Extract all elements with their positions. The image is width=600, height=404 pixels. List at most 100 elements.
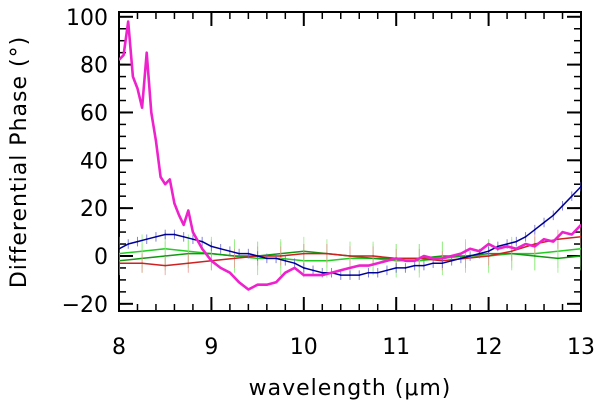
point-red xyxy=(233,257,236,260)
point-magenta xyxy=(127,20,130,23)
point-red xyxy=(303,252,305,255)
point-blue xyxy=(284,259,287,262)
point-magenta xyxy=(404,259,407,262)
point-blue xyxy=(339,274,342,276)
point-blue xyxy=(450,259,453,262)
point-magenta xyxy=(266,283,268,286)
point-blue xyxy=(349,274,351,276)
point-magenta xyxy=(413,259,416,262)
point-magenta xyxy=(159,176,162,178)
point-magenta xyxy=(330,271,333,274)
point-magenta xyxy=(182,224,185,226)
point-blue xyxy=(229,250,231,252)
point-magenta xyxy=(238,281,240,284)
point-red xyxy=(510,250,513,252)
point-blue xyxy=(460,257,462,260)
point-magenta xyxy=(293,267,296,269)
point-magenta xyxy=(136,87,139,90)
point-magenta xyxy=(187,209,190,212)
x-tick-label: 13 xyxy=(567,335,595,360)
point-blue xyxy=(534,228,536,231)
point-blue xyxy=(432,262,434,264)
point-magenta xyxy=(478,250,481,252)
point-magenta xyxy=(155,140,157,142)
y-tick-label: 0 xyxy=(94,245,108,270)
point-blue xyxy=(386,269,388,272)
point-magenta xyxy=(376,262,379,264)
point-blue xyxy=(219,248,222,250)
point-blue xyxy=(303,267,305,269)
point-magenta xyxy=(423,255,425,257)
point-magenta xyxy=(169,178,171,181)
point-blue xyxy=(561,204,564,207)
point-magenta xyxy=(321,274,324,276)
x-tick-label: 8 xyxy=(112,335,126,360)
point-blue xyxy=(376,271,379,274)
point-blue xyxy=(478,252,481,255)
point-magenta xyxy=(119,59,120,61)
axis-tick-labels: 8 9 10 11 12 13 −20 0 20 40 60 80 100 xyxy=(62,6,595,360)
point-blue xyxy=(469,255,471,257)
point-green-2 xyxy=(557,257,559,260)
point-blue xyxy=(367,271,370,274)
point-blue xyxy=(358,274,361,276)
y-tick-label: 100 xyxy=(66,6,108,31)
point-blue xyxy=(145,238,148,241)
point-magenta xyxy=(460,252,462,255)
point-magenta xyxy=(192,231,194,233)
point-blue xyxy=(238,252,240,255)
point-red xyxy=(164,264,166,267)
point-magenta xyxy=(178,214,180,217)
point-blue xyxy=(524,236,527,238)
point-magenta xyxy=(122,54,125,56)
point-red xyxy=(349,255,351,257)
point-blue xyxy=(201,240,203,243)
point-blue xyxy=(192,238,194,241)
point-magenta xyxy=(386,259,388,262)
point-red xyxy=(534,243,536,245)
point-magenta xyxy=(339,269,342,272)
point-blue xyxy=(395,267,398,269)
y-tick-label: 60 xyxy=(80,101,108,126)
point-magenta xyxy=(561,231,564,233)
point-magenta xyxy=(543,238,545,241)
point-blue xyxy=(247,252,250,255)
point-red xyxy=(141,262,143,264)
point-blue xyxy=(506,243,508,245)
point-blue xyxy=(543,221,545,224)
point-magenta xyxy=(150,111,153,114)
point-blue xyxy=(293,262,296,264)
point-blue xyxy=(413,264,416,267)
point-magenta xyxy=(570,233,573,236)
x-axis-label: wavelength (μm) xyxy=(249,376,452,401)
point-blue xyxy=(136,240,139,243)
point-magenta xyxy=(506,245,508,248)
point-blue xyxy=(182,236,185,238)
point-blue xyxy=(321,271,324,274)
point-magenta xyxy=(164,183,166,186)
y-tick-label: 20 xyxy=(80,197,108,222)
point-blue xyxy=(127,243,130,245)
point-magenta xyxy=(219,267,222,269)
y-tick-label: 40 xyxy=(80,149,108,174)
series-magenta xyxy=(119,20,581,291)
point-blue xyxy=(256,255,259,257)
axis-ticks xyxy=(118,12,582,311)
point-magenta xyxy=(275,281,277,284)
point-blue xyxy=(404,267,407,269)
point-magenta xyxy=(497,248,499,250)
point-blue xyxy=(119,248,120,250)
point-blue xyxy=(164,233,166,236)
x-tick-label: 10 xyxy=(290,335,318,360)
y-tick-label: 80 xyxy=(80,54,108,79)
point-magenta xyxy=(450,255,453,257)
point-blue xyxy=(423,264,425,267)
x-tick-label: 9 xyxy=(204,335,218,360)
point-red xyxy=(187,262,190,264)
point-magenta xyxy=(358,264,361,267)
point-magenta xyxy=(524,243,527,245)
point-magenta xyxy=(349,267,351,269)
point-magenta xyxy=(432,257,434,260)
plot-area xyxy=(119,20,581,291)
point-magenta xyxy=(145,51,148,54)
